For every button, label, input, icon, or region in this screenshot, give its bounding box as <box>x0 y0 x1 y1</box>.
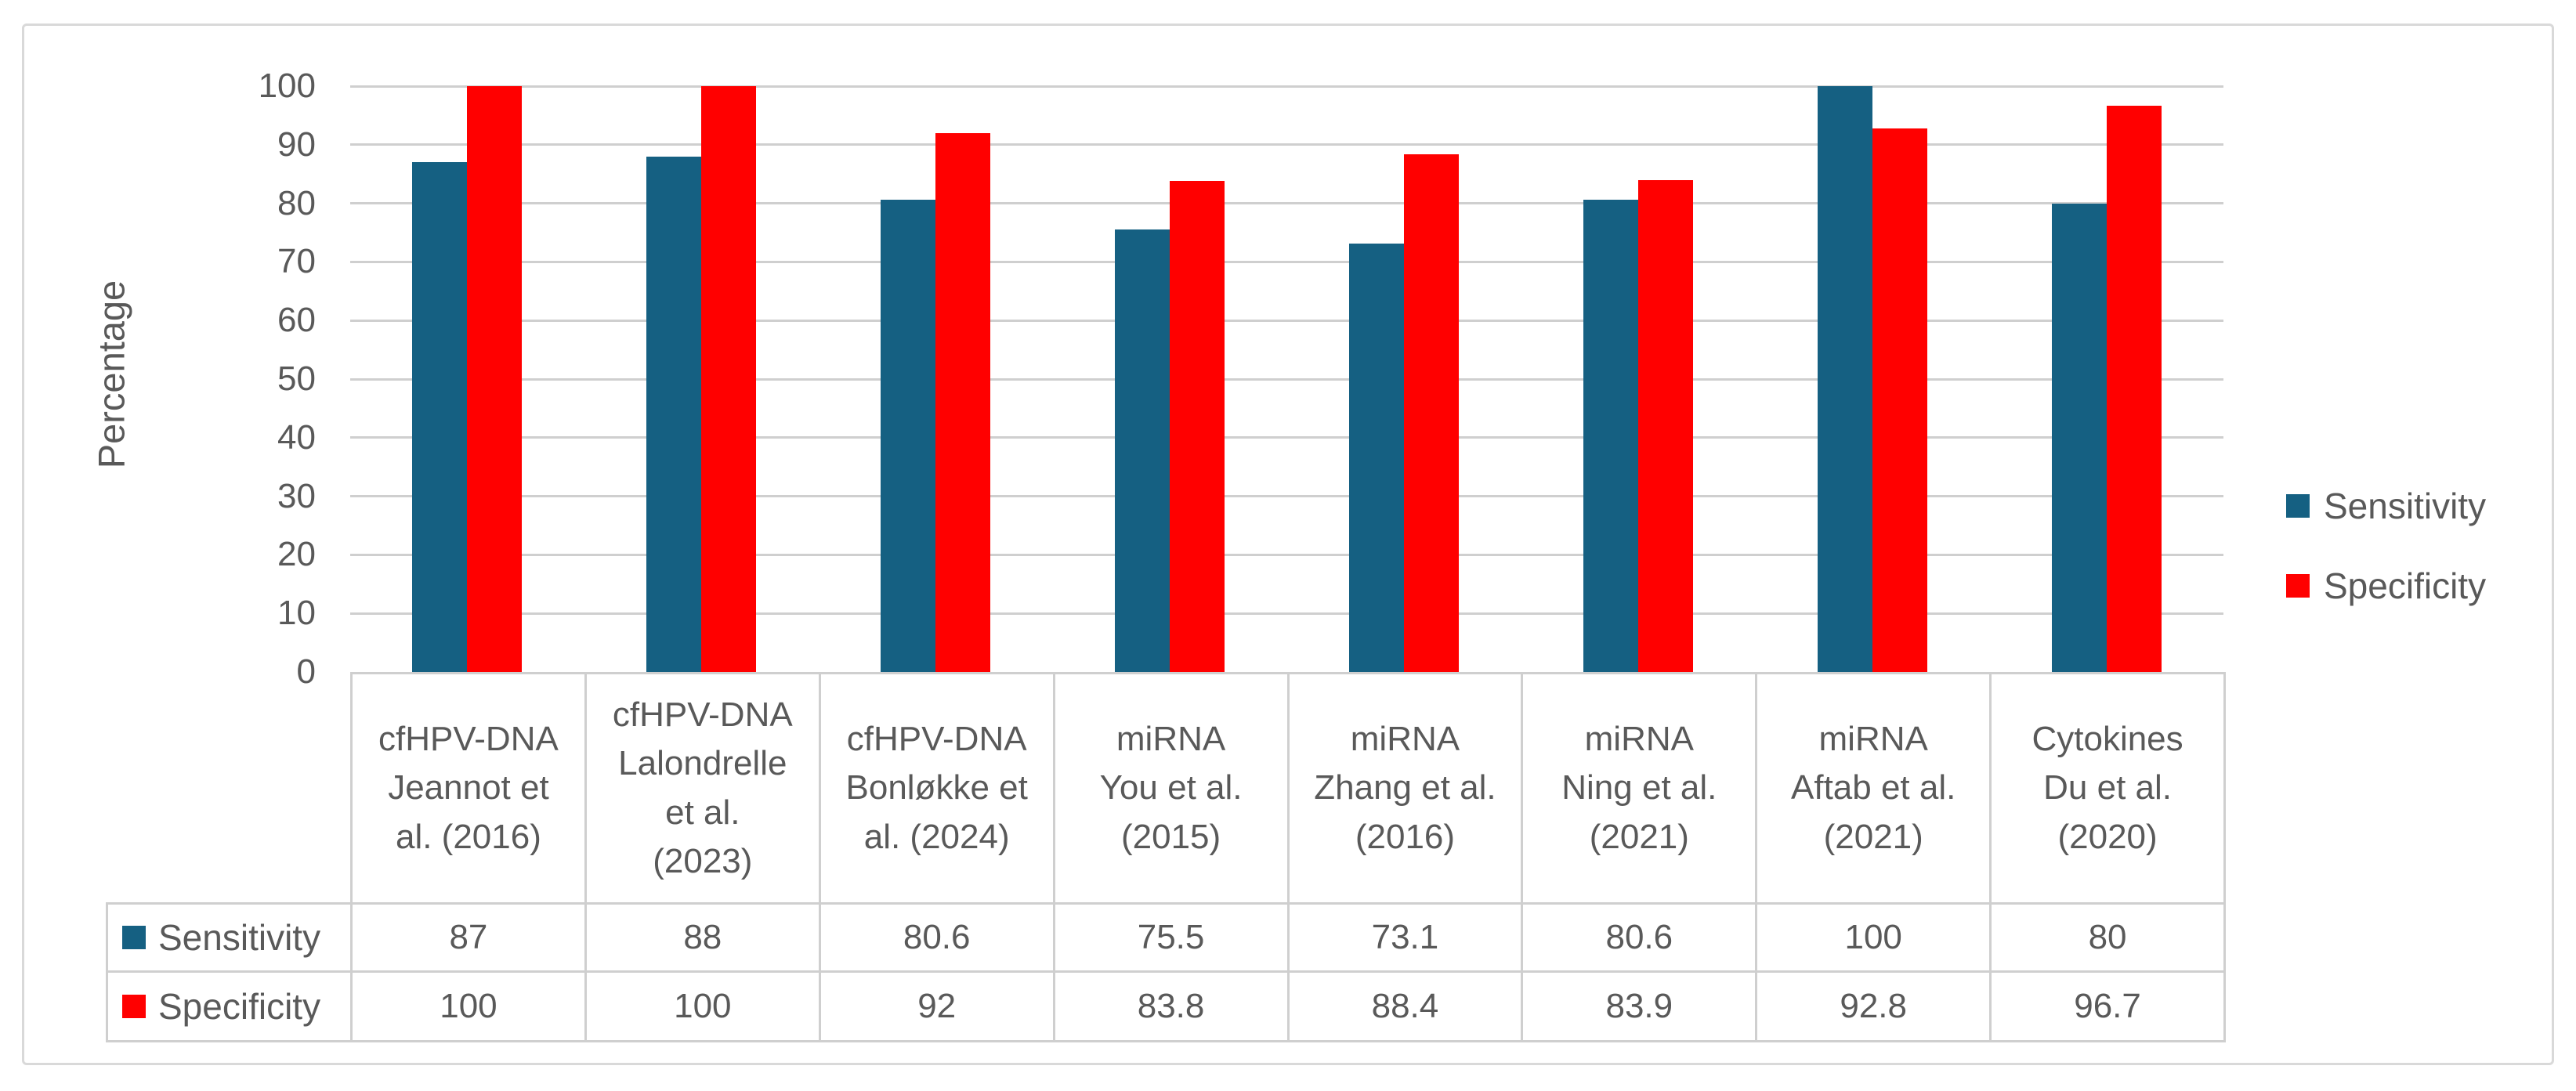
category-header-cell: Cytokines Du et al. (2020) <box>1989 672 2226 905</box>
value-cell: 83.9 <box>1521 970 1758 1042</box>
data-table: cfHPV-DNA Jeannot et al. (2016) cfHPV-DNA… <box>106 672 2226 1042</box>
value-cell: 80.6 <box>1521 902 1758 973</box>
y-gridline <box>350 378 2223 381</box>
y-gridline <box>350 553 2223 556</box>
y-axis-tick-label: 10 <box>277 594 316 633</box>
bar-sensitivity-6 <box>1583 200 1638 672</box>
bar-specificity-7 <box>1872 128 1927 672</box>
y-gridline <box>350 202 2223 205</box>
y-gridline <box>350 143 2223 146</box>
y-axis-tick-label: 90 <box>277 125 316 164</box>
y-gridline <box>350 612 2223 615</box>
value-cell: 92.8 <box>1755 970 1992 1042</box>
bar-sensitivity-3 <box>881 200 936 672</box>
sensitivity-swatch-icon <box>2286 494 2310 518</box>
bar-sensitivity-5 <box>1348 244 1404 672</box>
value-cell: 75.5 <box>1052 902 1290 973</box>
bar-specificity-4 <box>1170 181 1225 672</box>
table-row-specificity: Specificity 100 100 92 83.8 88.4 83.9 92.8 96.7 <box>106 970 2226 1042</box>
y-axis-tick-label: 20 <box>277 535 316 574</box>
row-label-cell: Specificity <box>106 970 353 1042</box>
bar-specificity-2 <box>701 86 757 672</box>
value-cell: 88.4 <box>1286 970 1524 1042</box>
specificity-swatch-icon <box>2286 574 2310 598</box>
value-cell: 100 <box>1755 902 1992 973</box>
y-axis-tick-label: 60 <box>277 301 316 340</box>
table-row-sensitivity: Sensitivity 87 88 80.6 75.5 73.1 80.6 100 80 <box>106 902 2226 973</box>
y-axis-tick-label: 80 <box>277 183 316 222</box>
legend-item-specificity: Specificity <box>2286 565 2487 606</box>
row-label-sensitivity: Sensitivity <box>158 917 321 958</box>
specificity-swatch-icon <box>122 995 146 1018</box>
bar-sensitivity-1 <box>412 162 468 672</box>
bar-sensitivity-4 <box>1115 229 1170 672</box>
bar-sensitivity-8 <box>2051 203 2107 672</box>
category-header-cell: miRNA Ning et al. (2021) <box>1521 672 1758 905</box>
category-header-cell: miRNA Zhang et al. (2016) <box>1286 672 1524 905</box>
value-cell: 100 <box>350 970 587 1042</box>
legend-label-specificity: Specificity <box>2324 565 2487 606</box>
table-header-row: cfHPV-DNA Jeannot et al. (2016) cfHPV-DNA… <box>107 672 2226 905</box>
value-cell: 100 <box>584 970 821 1042</box>
category-header-cell: cfHPV-DNA Jeannot et al. (2016) <box>350 672 587 905</box>
y-gridline <box>350 495 2223 498</box>
value-cell: 80 <box>1989 902 2226 973</box>
chart-frame-border <box>22 23 2554 1065</box>
y-axis-tick-label: 100 <box>258 67 316 105</box>
sensitivity-swatch-icon <box>122 926 146 949</box>
bar-specificity-3 <box>935 132 991 672</box>
table-corner-blank-cell <box>107 674 352 904</box>
y-gridline <box>350 260 2223 263</box>
value-cell: 88 <box>584 902 821 973</box>
category-header-cell: miRNA Aftab et al. (2021) <box>1755 672 1992 905</box>
value-cell: 96.7 <box>1989 970 2226 1042</box>
legend-label-sensitivity: Sensitivity <box>2324 486 2487 526</box>
value-cell: 87 <box>350 902 587 973</box>
value-cell: 80.6 <box>818 902 1055 973</box>
category-header-cell: cfHPV-DNA Bonløkke et al. (2024) <box>818 672 1055 905</box>
value-cell: 92 <box>818 970 1055 1042</box>
value-cell: 83.8 <box>1052 970 1290 1042</box>
bar-specificity-1 <box>467 86 523 672</box>
bar-specificity-8 <box>2106 105 2162 672</box>
bar-sensitivity-2 <box>646 156 702 672</box>
y-axis-tick-label: 40 <box>277 417 316 457</box>
value-cell: 73.1 <box>1286 902 1524 973</box>
category-header-cell: cfHPV-DNA Lalondrelle et al. (2023) <box>584 672 821 905</box>
y-axis-tick-label: 0 <box>296 652 316 691</box>
bar-sensitivity-7 <box>1817 86 1872 672</box>
y-axis-tick-label: 70 <box>277 242 316 281</box>
row-label-cell: Sensitivity <box>106 902 353 973</box>
bar-specificity-5 <box>1403 154 1459 672</box>
bar-specificity-6 <box>1637 180 1693 672</box>
y-gridline <box>350 85 2223 88</box>
category-header-cell: miRNA You et al. (2015) <box>1052 672 1290 905</box>
row-label-specificity: Specificity <box>158 986 321 1027</box>
y-gridline <box>350 436 2223 439</box>
y-axis-tick-label: 30 <box>277 476 316 515</box>
legend-item-sensitivity: Sensitivity <box>2286 486 2487 526</box>
y-gridline <box>350 319 2223 322</box>
y-axis-tick-label: 50 <box>277 359 316 398</box>
